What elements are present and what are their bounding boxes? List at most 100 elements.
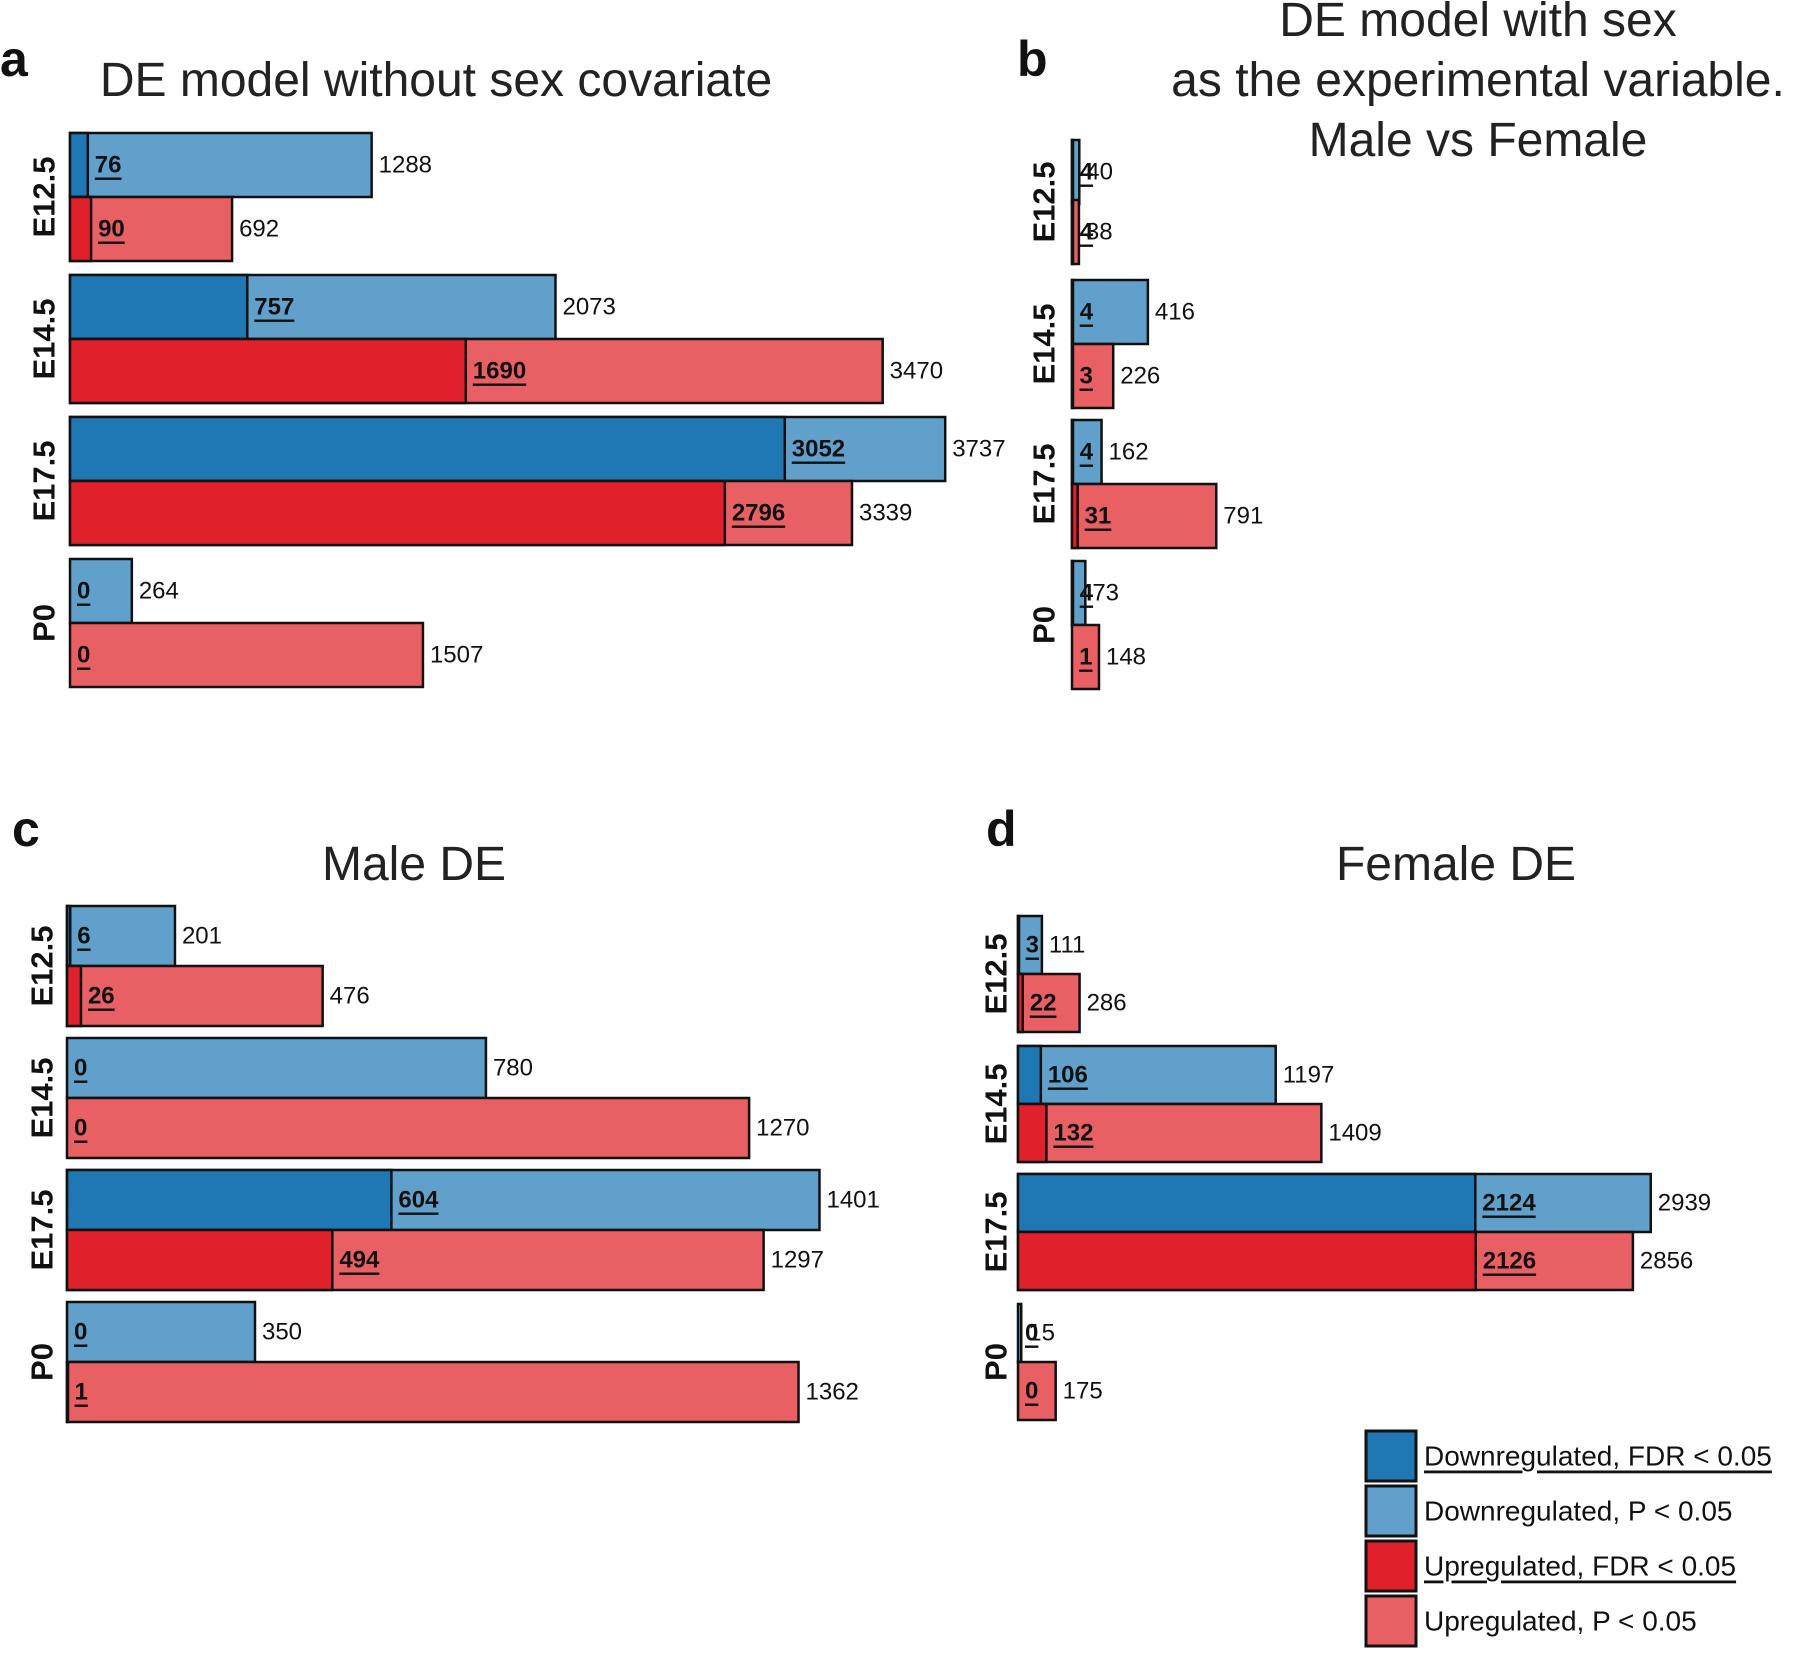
panel-c: c Male DE E12.5 6 201 26 476 E14.5 0 780 0 1270 E17.…	[12, 801, 880, 1424]
panel-title-line: as the experimental variable.	[1171, 54, 1785, 107]
up-fdr-label: 1690	[473, 358, 526, 385]
down-p-label: 40	[1086, 159, 1113, 186]
stage-label-E12-5: E12.5	[25, 925, 60, 1006]
up-p-bar	[1070, 342, 1115, 410]
up-fdr-bar	[68, 479, 727, 547]
down-p-bar	[1016, 1302, 1023, 1364]
panel-letter: a	[0, 31, 29, 87]
down-fdr-label: 76	[95, 152, 122, 179]
up-fdr-bar	[1016, 972, 1024, 1034]
legend-label: Upregulated, FDR < 0.05	[1424, 1551, 1736, 1582]
down-fdr-label: 106	[1048, 1062, 1088, 1089]
up-fdr-label: 0	[77, 642, 90, 669]
panel-a: a DE model without sex covariate E12.5 76 12…	[0, 31, 1006, 689]
down-fdr-label: 0	[74, 1055, 87, 1082]
down-p-label: 1401	[826, 1187, 879, 1214]
down-fdr-label: 3052	[792, 436, 845, 463]
down-p-label: 1197	[1283, 1062, 1335, 1089]
panel-letter: b	[1017, 31, 1048, 87]
down-fdr-bar	[68, 415, 787, 483]
up-p-bar	[65, 1360, 800, 1424]
up-fdr-label: 1	[1079, 644, 1092, 671]
down-p-label: 3737	[952, 436, 1005, 463]
up-fdr-label: 2796	[732, 500, 785, 527]
up-p-label: 1297	[771, 1247, 824, 1274]
down-fdr-label: 4	[1080, 439, 1094, 466]
down-p-label: 111	[1049, 932, 1085, 959]
panel-title-line: DE model with sex	[1279, 0, 1676, 47]
down-fdr-label: 604	[398, 1187, 439, 1214]
down-fdr-bar	[1016, 1172, 1477, 1234]
legend-swatch	[1364, 1484, 1418, 1538]
down-fdr-bar	[1070, 559, 1075, 627]
down-p-label: 416	[1155, 299, 1195, 326]
panel-d: d Female DE E12.5 3 111 22 286 E14.5 106 1197 132 1…	[979, 801, 1711, 1422]
up-fdr-bar	[65, 964, 83, 1028]
stage-label-P0: P0	[25, 1343, 60, 1381]
up-fdr-label: 31	[1085, 503, 1112, 530]
up-p-bar	[68, 621, 425, 689]
down-p-bar	[68, 557, 134, 625]
up-p-bar	[65, 964, 324, 1028]
down-p-label: 162	[1109, 439, 1149, 466]
down-fdr-bar	[1070, 418, 1075, 486]
stage-label-E12-5: E12.5	[1027, 161, 1062, 242]
down-fdr-label: 4	[1080, 159, 1094, 186]
panel-title-line: Female DE	[1336, 838, 1576, 891]
up-fdr-bar	[65, 1360, 70, 1424]
up-p-label: 286	[1087, 990, 1127, 1017]
stage-label-E14-5: E14.5	[27, 298, 62, 379]
up-fdr-label: 0	[74, 1115, 87, 1142]
stage-label-E14-5: E14.5	[979, 1063, 1014, 1144]
up-p-bar	[1016, 972, 1081, 1034]
down-p-label: 2073	[562, 294, 615, 321]
up-p-label: 1507	[430, 642, 483, 669]
up-fdr-label: 26	[88, 983, 115, 1010]
up-fdr-bar	[1070, 482, 1079, 550]
up-p-bar	[68, 195, 234, 263]
up-p-bar	[1070, 623, 1101, 691]
stage-label-P0: P0	[1027, 606, 1062, 644]
down-fdr-label: 757	[254, 294, 294, 321]
down-fdr-bar	[1016, 914, 1021, 976]
down-fdr-label: 6	[77, 923, 90, 950]
up-p-bar	[1016, 1360, 1057, 1422]
panel-letter: c	[12, 801, 40, 857]
down-fdr-label: 3	[1026, 932, 1039, 959]
up-fdr-label: 3	[1080, 363, 1093, 390]
up-p-label: 1270	[756, 1115, 809, 1142]
up-p-label: 692	[239, 216, 279, 243]
down-p-label: 15	[1028, 1320, 1055, 1347]
up-fdr-bar	[68, 195, 93, 263]
up-p-label: 38	[1086, 219, 1113, 246]
up-p-label: 148	[1106, 644, 1146, 671]
legend-swatch	[1364, 1594, 1418, 1648]
stage-label-E12-5: E12.5	[27, 156, 62, 237]
down-fdr-bar	[68, 131, 90, 199]
down-fdr-bar	[1070, 138, 1075, 206]
up-fdr-label: 132	[1053, 1120, 1093, 1147]
up-p-bar	[65, 1096, 751, 1160]
up-fdr-label: 0	[1025, 1378, 1038, 1405]
legend-swatch	[1364, 1539, 1418, 1593]
up-fdr-label: 2126	[1483, 1248, 1536, 1275]
up-p-label: 1362	[806, 1379, 859, 1406]
legend-label: Upregulated, P < 0.05	[1424, 1606, 1697, 1637]
up-p-label: 2856	[1640, 1248, 1693, 1275]
down-p-bar	[65, 1036, 488, 1100]
up-fdr-bar	[1070, 342, 1075, 410]
down-p-label: 264	[139, 578, 179, 605]
up-fdr-bar	[1016, 1102, 1048, 1164]
stage-label-P0: P0	[979, 1343, 1014, 1381]
panel-title-line: Male vs Female	[1309, 114, 1648, 167]
down-p-label: 780	[493, 1055, 533, 1082]
up-p-label: 3470	[890, 358, 943, 385]
down-fdr-bar	[1016, 1044, 1043, 1106]
legend: Downregulated, FDR < 0.05 Downregulated, …	[1364, 1429, 1772, 1648]
down-fdr-bar	[65, 904, 72, 968]
down-fdr-bar	[65, 1168, 393, 1232]
up-fdr-label: 494	[339, 1247, 380, 1274]
up-fdr-bar	[1070, 198, 1075, 266]
down-fdr-label: 4	[1080, 580, 1094, 607]
